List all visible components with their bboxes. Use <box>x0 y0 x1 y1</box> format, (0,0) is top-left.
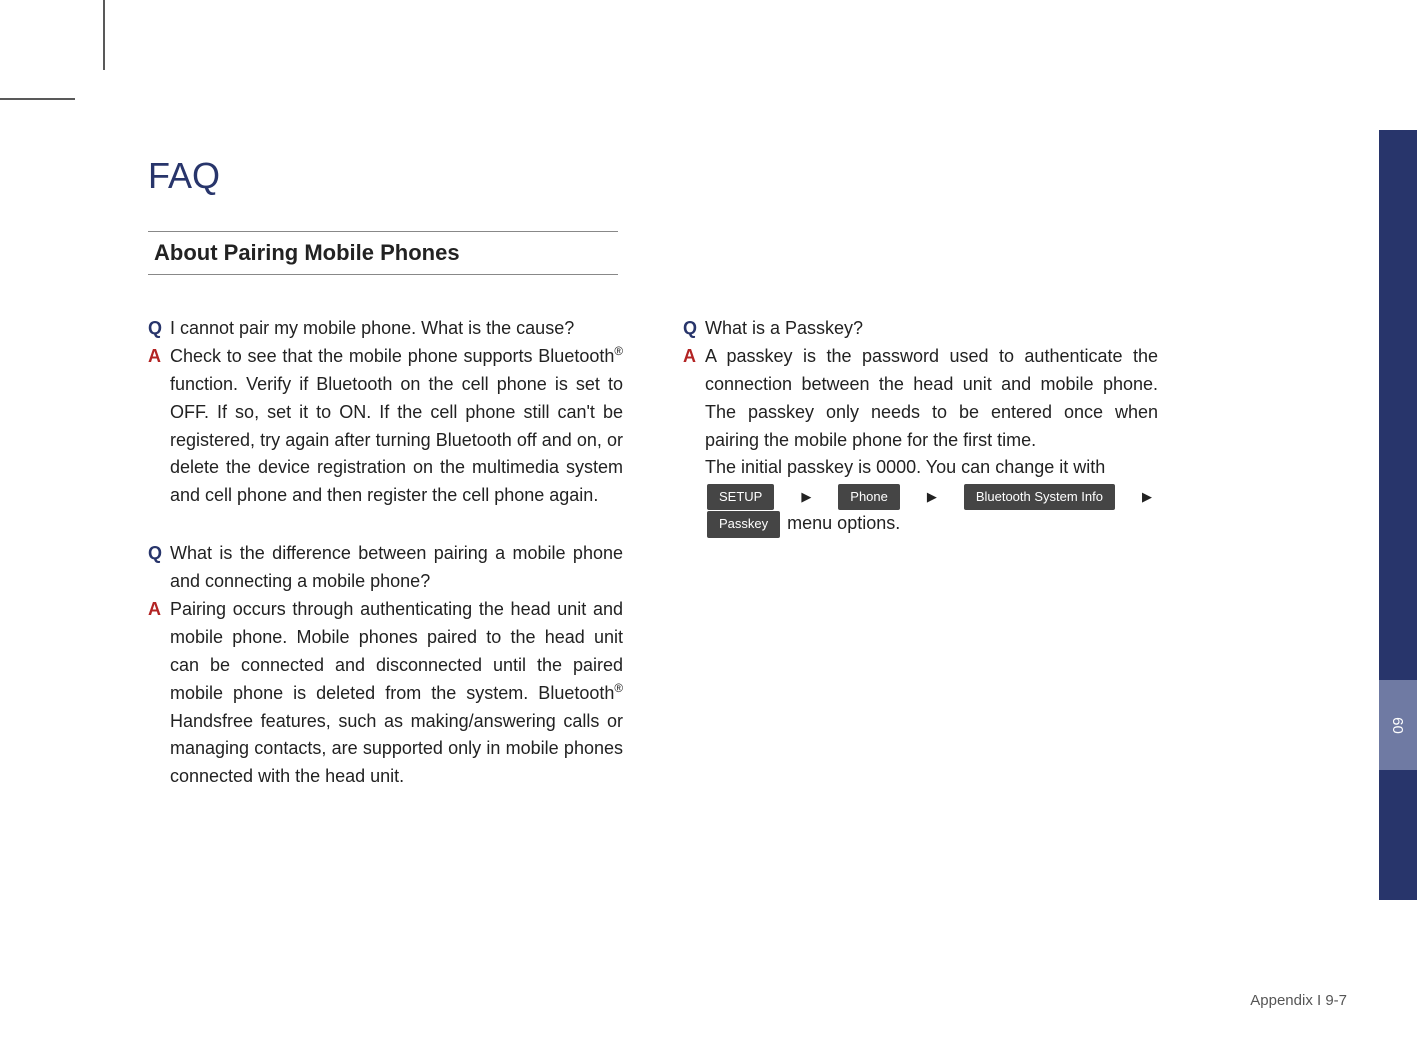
chapter-sidetab-active: 09 <box>1379 680 1417 770</box>
answer-row: A Pairing occurs through authenticating … <box>148 596 623 791</box>
answer-text: Check to see that the mobile phone suppo… <box>170 343 623 510</box>
section-heading: About Pairing Mobile Phones <box>148 231 618 275</box>
menu-path: SETUP ▶ Phone ▶ Bluetooth System Info ▶ … <box>705 485 1158 533</box>
chevron-right-icon: ▶ <box>927 487 937 507</box>
answer-text: Pairing occurs through authenticating th… <box>170 596 623 791</box>
question-row: Q What is a Passkey? <box>683 315 1158 343</box>
crop-mark-vertical <box>103 0 105 70</box>
page-content: FAQ About Pairing Mobile Phones Q I cann… <box>148 155 1158 821</box>
answer-part2: The initial passkey is 0000. You can cha… <box>705 457 1105 477</box>
question-row: Q What is the difference between pairing… <box>148 540 623 596</box>
answer-text: A passkey is the password used to authen… <box>705 343 1158 538</box>
answer-part1: A passkey is the password used to authen… <box>705 346 1158 450</box>
answer-row: A A passkey is the password used to auth… <box>683 343 1158 538</box>
chip-passkey: Passkey <box>707 511 780 537</box>
chevron-right-icon: ▶ <box>1142 487 1152 507</box>
question-text: What is the difference between pairing a… <box>170 540 623 596</box>
q-marker: Q <box>148 315 170 343</box>
chip-phone: Phone <box>838 484 900 510</box>
chip-bluetooth-info: Bluetooth System Info <box>964 484 1115 510</box>
q-marker: Q <box>683 315 705 343</box>
right-column: Q What is a Passkey? A A passkey is the … <box>683 315 1158 821</box>
q-marker: Q <box>148 540 170 596</box>
left-column: Q I cannot pair my mobile phone. What is… <box>148 315 623 821</box>
page-footer: Appendix I 9-7 <box>1250 992 1347 1009</box>
answer-part3: menu options. <box>787 513 900 533</box>
chip-setup: SETUP <box>707 484 774 510</box>
chevron-right-icon: ▶ <box>801 487 811 507</box>
chapter-sidetab <box>1379 130 1417 900</box>
answer-row: A Check to see that the mobile phone sup… <box>148 343 623 510</box>
qa-block: Q What is the difference between pairing… <box>148 540 623 791</box>
question-row: Q I cannot pair my mobile phone. What is… <box>148 315 623 343</box>
a-marker: A <box>148 596 170 791</box>
chapter-number: 09 <box>1390 717 1407 734</box>
question-text: What is a Passkey? <box>705 315 1158 343</box>
crop-mark-horizontal <box>0 98 75 100</box>
qa-block: Q I cannot pair my mobile phone. What is… <box>148 315 623 510</box>
question-text: I cannot pair my mobile phone. What is t… <box>170 315 623 343</box>
qa-block: Q What is a Passkey? A A passkey is the … <box>683 315 1158 538</box>
page-title: FAQ <box>148 155 1158 197</box>
a-marker: A <box>683 343 705 538</box>
two-column-layout: Q I cannot pair my mobile phone. What is… <box>148 315 1158 821</box>
a-marker: A <box>148 343 170 510</box>
